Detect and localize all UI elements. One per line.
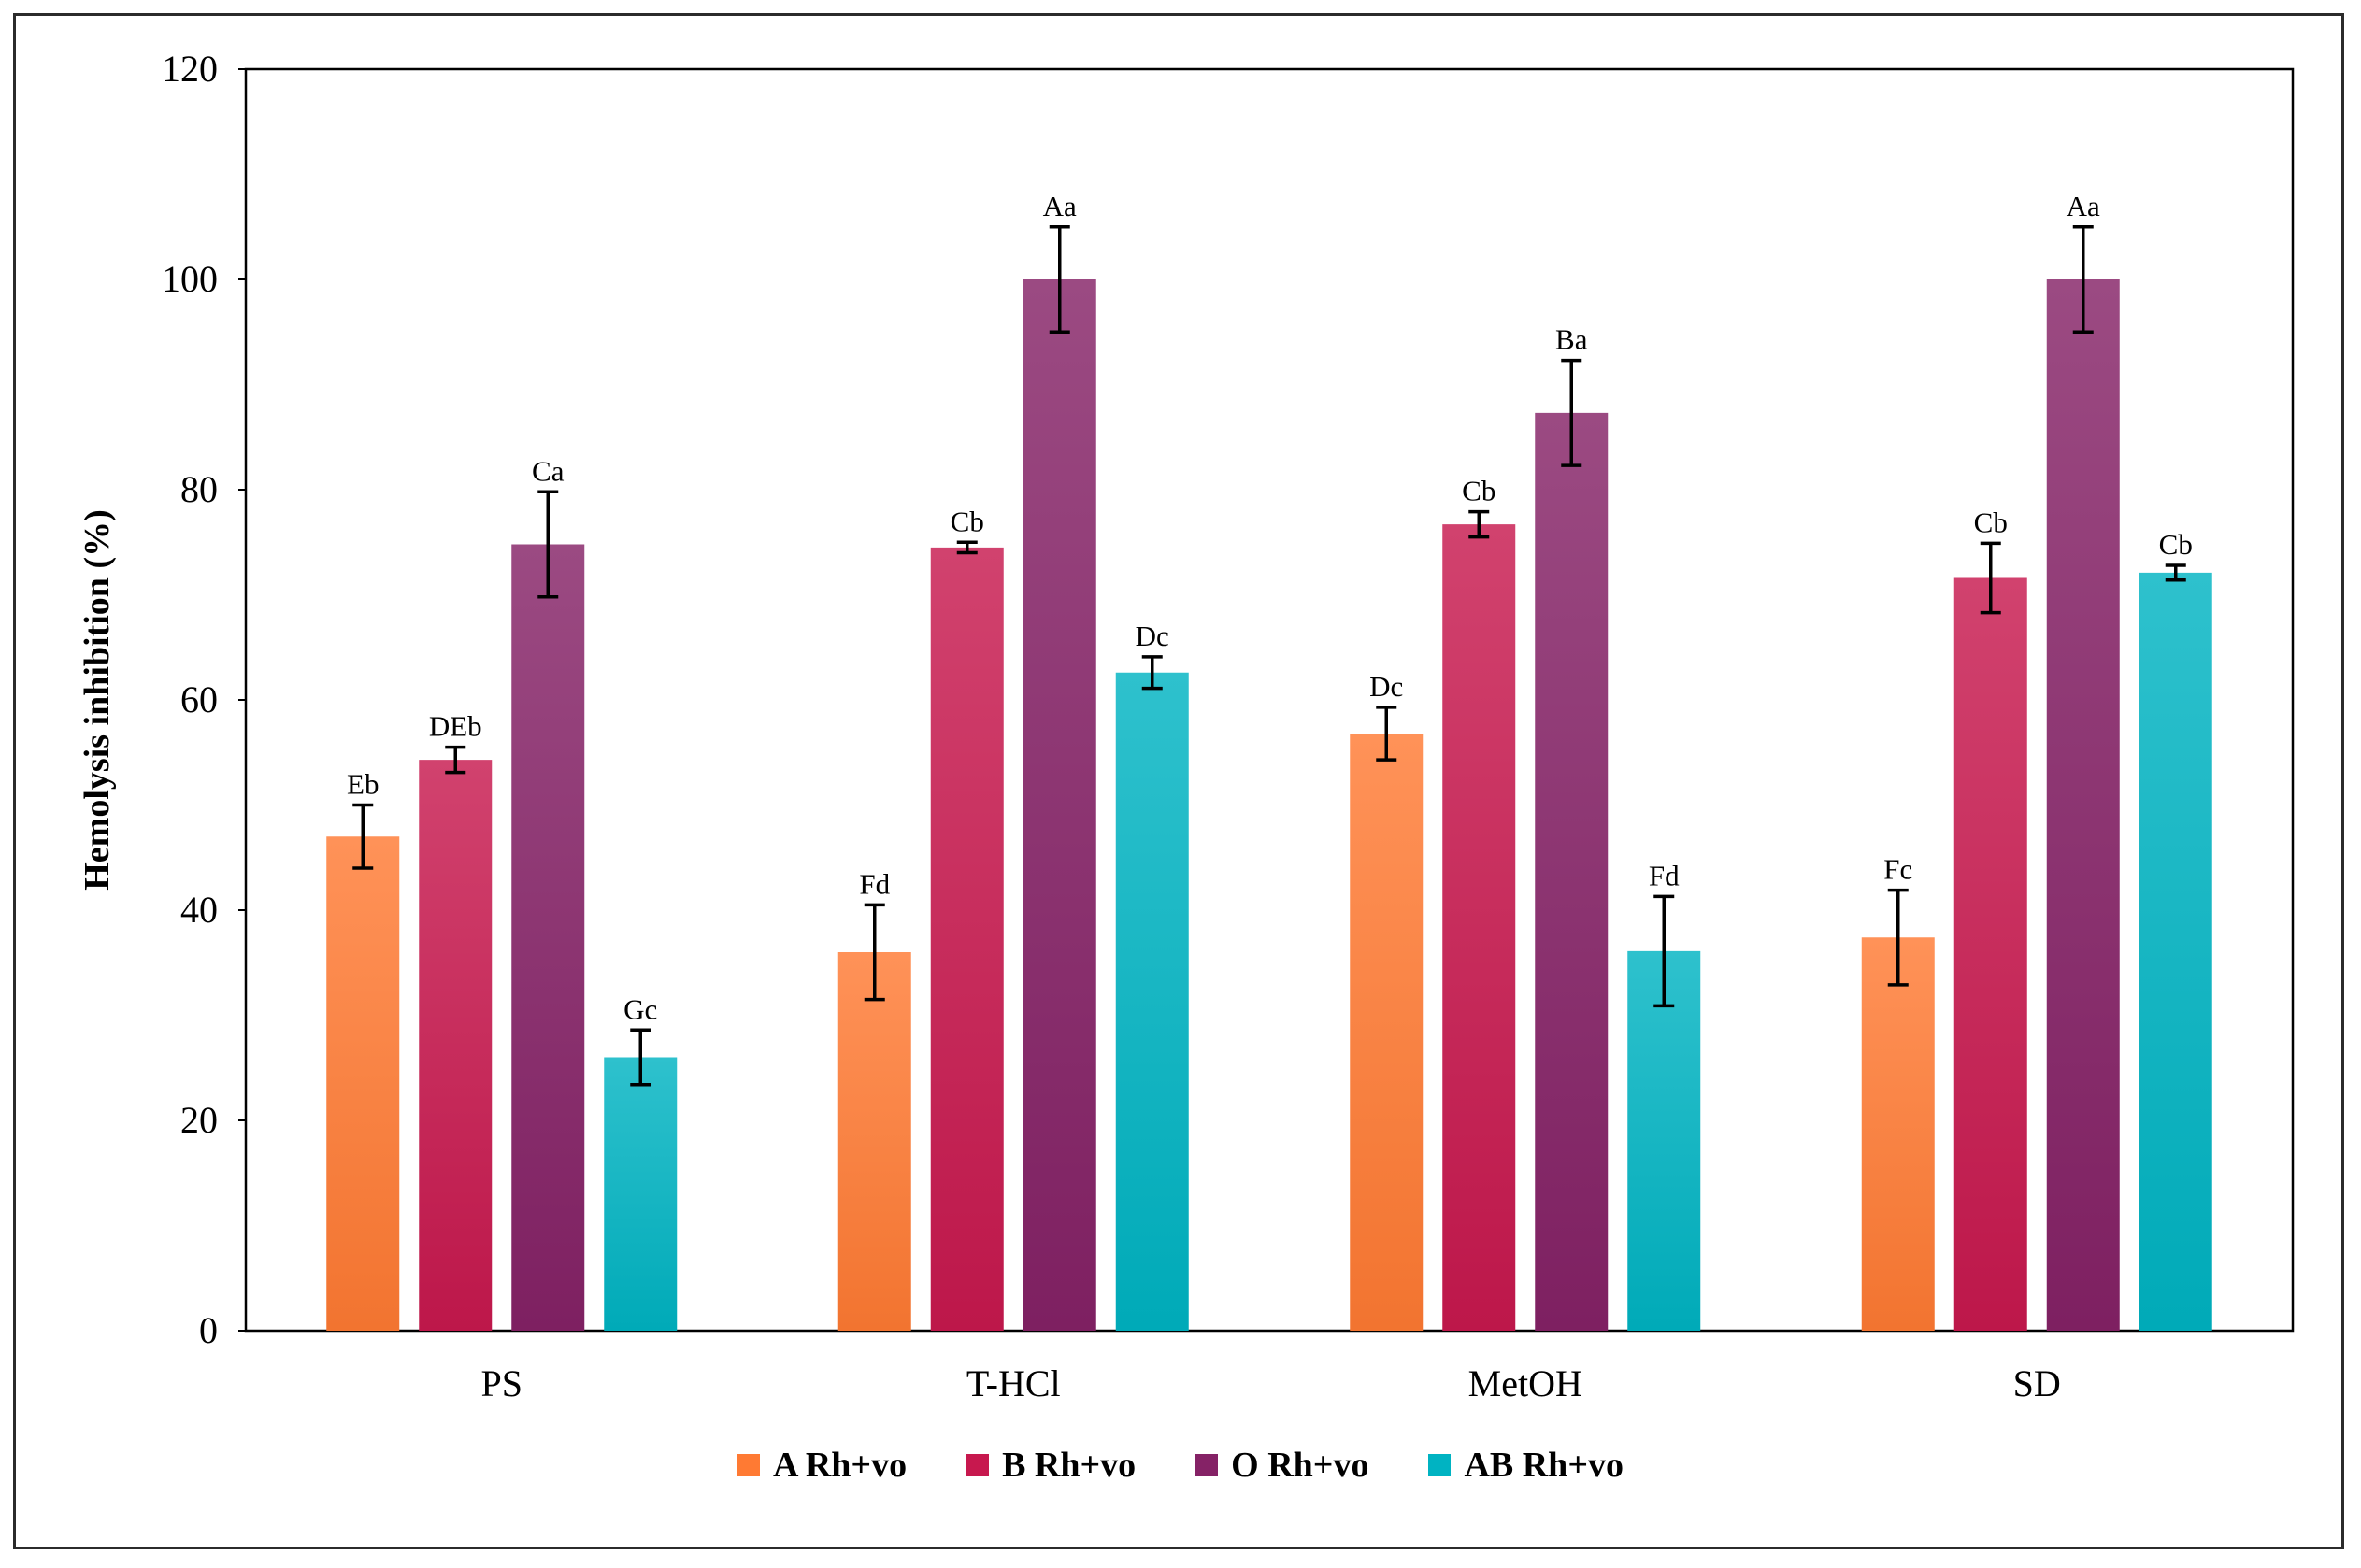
bar (604, 1057, 678, 1331)
data-label: Ba (1555, 323, 1588, 356)
legend: A Rh+vo B Rh+vo O Rh+vo AB Rh+vo (0, 1445, 2361, 1486)
error-bar (864, 903, 885, 1002)
error-bar (1653, 894, 1675, 1008)
data-label: DEb (429, 710, 482, 743)
error-bar (1049, 225, 1070, 334)
legend-label: A Rh+vo (773, 1446, 908, 1485)
y-axis: 0 20 40 60 80 100 120 (162, 48, 246, 1351)
bar (1115, 672, 1189, 1331)
bar (1535, 412, 1609, 1331)
y-tick-label: 100 (162, 258, 218, 300)
legend-swatch (737, 1454, 760, 1476)
bar (419, 760, 493, 1331)
error-bar (2072, 225, 2094, 334)
bar (1953, 577, 2027, 1331)
data-label: Cb (951, 505, 984, 537)
data-label: Eb (347, 768, 379, 801)
bars-group (326, 279, 2212, 1331)
bar (326, 836, 400, 1331)
error-bar (352, 803, 374, 870)
bar (1442, 524, 1516, 1331)
legend-label: B Rh+vo (1002, 1446, 1137, 1485)
x-tick-label: PS (481, 1362, 523, 1404)
bar (1861, 937, 1935, 1331)
y-tick-label: 0 (199, 1309, 218, 1351)
legend-item: AB Rh+vo (1428, 1445, 1624, 1486)
bar (2139, 572, 2212, 1331)
data-label: Cb (1462, 475, 1495, 507)
bar (930, 547, 1004, 1331)
y-axis-label: Hemolysis inhibition (%) (78, 509, 117, 891)
y-tick-label: 20 (180, 1099, 218, 1141)
data-labels-group: Eb DEb Ca Gc Fd Cb Aa Dc Dc Cb Ba Fd Fc Cb Aa Cb (347, 190, 2193, 1026)
y-tick-label: 40 (180, 889, 218, 931)
x-axis: PS T-HCl MetOH SD (481, 1362, 2061, 1404)
error-bars-group (352, 225, 2186, 1087)
data-label: Fd (1649, 859, 1680, 891)
error-bar (537, 490, 559, 599)
x-tick-label: T-HCl (966, 1362, 1061, 1404)
legend-label: O Rh+vo (1231, 1446, 1369, 1485)
error-bar (1141, 655, 1163, 691)
legend-swatch (1195, 1454, 1219, 1476)
data-label: Dc (1136, 620, 1169, 652)
error-bar (1561, 358, 1582, 467)
data-label: Fc (1883, 853, 1912, 886)
bar (837, 952, 911, 1331)
bar (1627, 950, 1701, 1331)
error-bar (956, 540, 978, 555)
legend-label: AB Rh+vo (1464, 1446, 1624, 1485)
legend-item: O Rh+vo (1195, 1445, 1368, 1486)
error-bar (630, 1028, 651, 1087)
error-bar (1468, 509, 1490, 539)
bar (2046, 279, 2120, 1331)
data-label: Gc (623, 992, 657, 1025)
error-bar (1376, 706, 1397, 762)
y-tick-label: 60 (180, 678, 218, 720)
bar (1350, 734, 1424, 1331)
data-label: Dc (1369, 670, 1403, 703)
y-tick-label: 120 (162, 48, 218, 90)
legend-swatch (966, 1454, 990, 1476)
data-label: Ca (532, 454, 565, 487)
legend-item: B Rh+vo (966, 1445, 1136, 1486)
y-tick-label: 80 (180, 468, 218, 510)
legend-swatch (1428, 1454, 1452, 1476)
data-label: Cb (2159, 528, 2193, 561)
data-label: Aa (1043, 190, 1077, 222)
data-label: Aa (2067, 190, 2100, 222)
bar (1023, 279, 1096, 1331)
bar (511, 544, 585, 1331)
data-label: Fd (859, 867, 890, 900)
error-bar (1887, 888, 1909, 987)
chart-frame (13, 13, 2344, 1549)
x-tick-label: MetOH (1468, 1362, 1582, 1404)
legend-item: A Rh+vo (737, 1445, 907, 1486)
data-label: Cb (1974, 506, 2008, 538)
x-tick-label: SD (2013, 1362, 2061, 1404)
error-bar (1980, 541, 2001, 615)
error-bar (445, 745, 466, 775)
error-bar (2165, 563, 2186, 582)
